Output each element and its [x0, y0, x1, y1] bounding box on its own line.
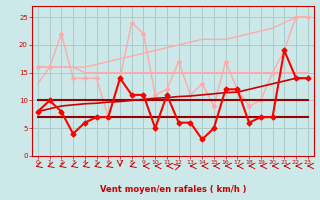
- X-axis label: Vent moyen/en rafales ( km/h ): Vent moyen/en rafales ( km/h ): [100, 185, 246, 194]
